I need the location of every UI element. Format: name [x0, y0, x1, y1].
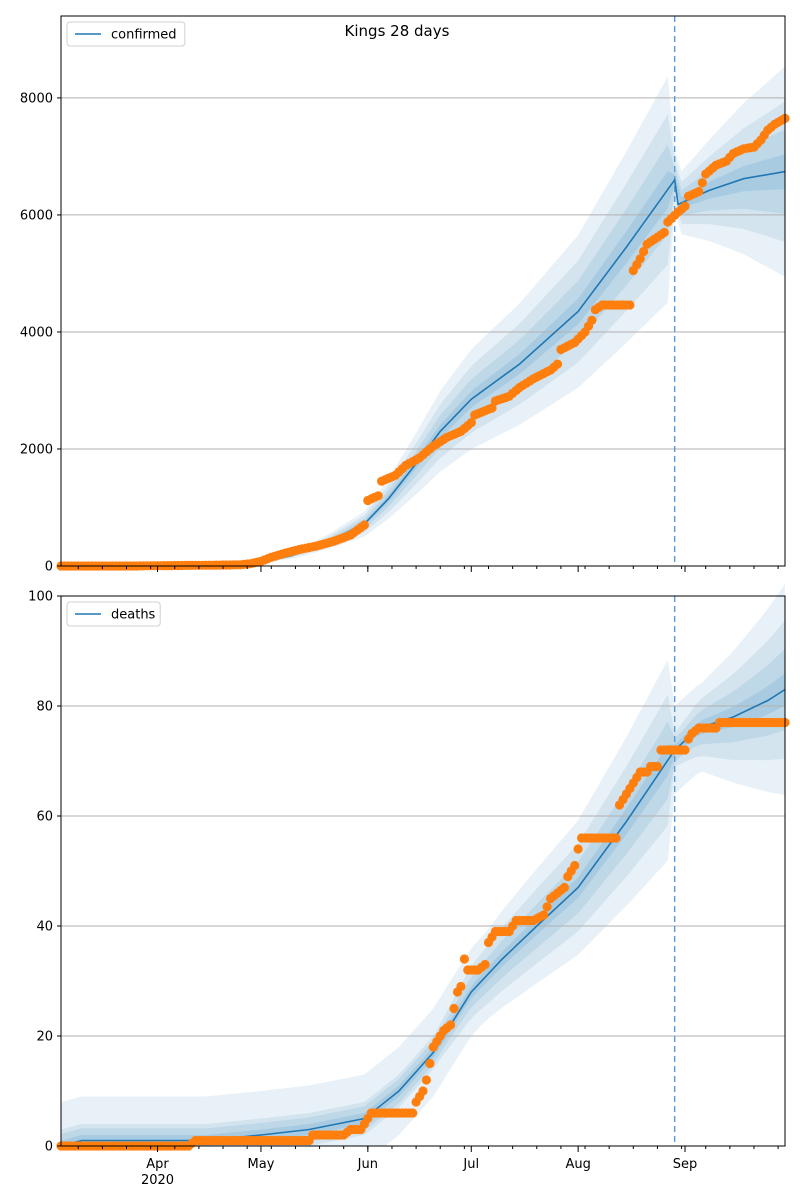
uncertainty-band [61, 154, 785, 566]
observed-point [694, 186, 704, 197]
observed-point [425, 1058, 435, 1069]
x-tick-label: May [248, 1157, 275, 1172]
observed-point [408, 1108, 418, 1118]
observed-point [459, 954, 469, 964]
observed-point [466, 418, 476, 428]
legend-label: confirmed [111, 28, 177, 43]
y-tick-label: 2000 [20, 442, 53, 457]
observed-point [487, 403, 497, 413]
observed-point [680, 201, 690, 211]
uncertainty-band [61, 673, 785, 1146]
legend-box [66, 21, 186, 47]
observed-point [552, 359, 563, 369]
y-tick-label: 4000 [20, 325, 53, 340]
x-tick-label: Jun [357, 1157, 378, 1172]
legend-box [66, 601, 161, 627]
deaths-uncertainty-bands [61, 583, 785, 1146]
x-tick-label: Jul [462, 1157, 479, 1172]
observed-point [421, 1075, 431, 1085]
x-tick-label: Sep [673, 1157, 698, 1172]
observed-point [373, 491, 383, 501]
y-tick-label: 20 [36, 1030, 53, 1045]
y-tick-label: 40 [36, 920, 53, 935]
deaths-gridlines [61, 705, 785, 1037]
uncertainty-band [61, 101, 785, 567]
x-tick-label: Aug [565, 1157, 590, 1172]
observed-point [542, 902, 552, 912]
confirmed-y-axis: 0 2000 4000 6000 8000 [20, 91, 61, 575]
observed-point [625, 300, 635, 310]
observed-point [359, 520, 369, 530]
observed-point [539, 910, 549, 920]
deaths-observed-points [56, 717, 790, 1151]
observed-point [635, 254, 645, 264]
y-tick-label: 6000 [20, 208, 53, 223]
y-tick-label: 0 [45, 560, 53, 575]
observed-point [697, 178, 707, 188]
uncertainty-band [61, 583, 785, 1146]
observed-point [559, 882, 570, 893]
observed-point [611, 833, 621, 843]
x-tick-sublabel: 2020 [141, 1173, 174, 1188]
y-tick-label: 100 [28, 590, 53, 605]
uncertainty-band [61, 66, 785, 567]
observed-point [573, 844, 583, 854]
observed-point [446, 1020, 456, 1030]
y-tick-label: 0 [45, 1140, 53, 1155]
observed-point [639, 246, 649, 257]
observed-point [456, 981, 466, 992]
confirmed-observed-points [56, 113, 790, 571]
confirmed-panel: 0 2000 4000 6000 8000 confirmed [20, 15, 790, 575]
confirmed-axes-frame [60, 15, 786, 567]
deaths-legend: deaths [66, 601, 161, 627]
observed-point [480, 959, 490, 970]
deaths-y-axis: 0 20 40 60 80 100 [28, 590, 61, 1155]
confirmed-x-axis [77, 566, 779, 572]
observed-point [652, 761, 663, 772]
observed-point [418, 1086, 428, 1096]
chart-title: Kings 28 days [345, 22, 450, 40]
deaths-axes-frame [60, 595, 786, 1147]
observed-point [659, 227, 669, 238]
y-tick-label: 80 [36, 700, 53, 715]
observed-point [680, 745, 690, 755]
observed-point [449, 1003, 459, 1014]
observed-point [587, 315, 597, 325]
confirmed-legend: confirmed [66, 21, 186, 47]
y-tick-label: 60 [36, 810, 53, 825]
legend-label: deaths [111, 608, 156, 623]
y-tick-label: 8000 [20, 91, 53, 106]
observed-point [570, 860, 580, 871]
x-tick-label: Apr [146, 1157, 169, 1172]
